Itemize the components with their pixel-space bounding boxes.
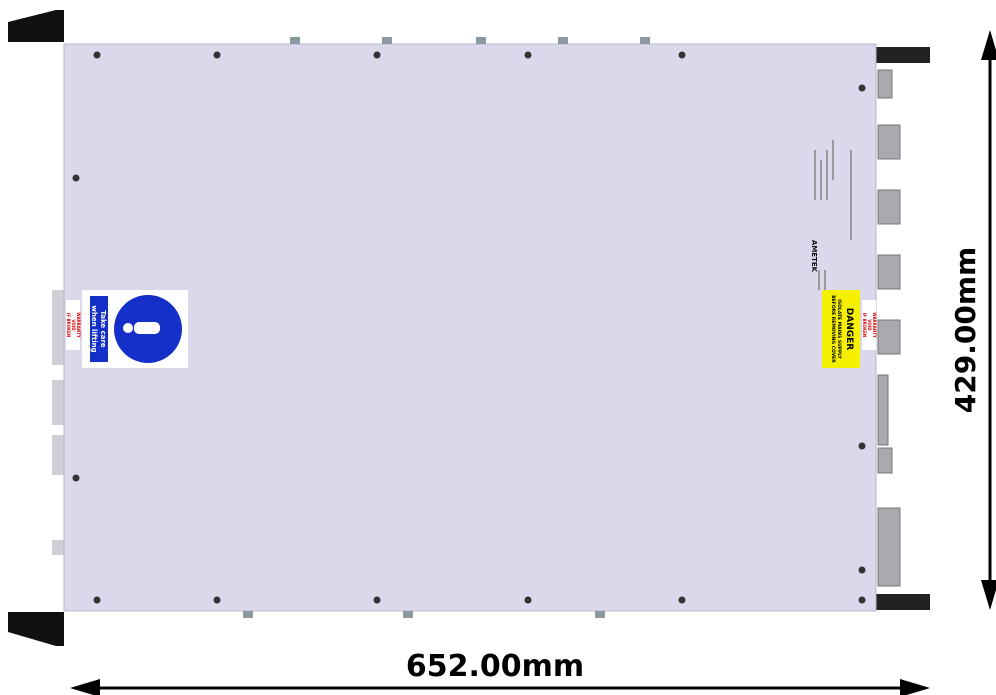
warning-icon-mark bbox=[134, 322, 160, 334]
danger-text: BEFORE REMOVING COVER bbox=[830, 295, 836, 363]
handle bbox=[876, 47, 930, 63]
studs bbox=[243, 37, 650, 618]
lifting-label-band bbox=[90, 296, 108, 362]
warranty-text: IF BROKEN bbox=[862, 313, 867, 337]
arrow-head bbox=[900, 679, 930, 695]
danger-label bbox=[822, 290, 860, 368]
warranty-text: WARRANTY bbox=[76, 312, 81, 338]
side-parts bbox=[52, 290, 64, 555]
height-label: 429.00mm bbox=[949, 247, 982, 413]
arrow-head bbox=[70, 679, 100, 695]
warranty-text: VOID bbox=[71, 319, 76, 331]
lifting-text: Take care bbox=[99, 310, 107, 348]
rating-plate bbox=[814, 140, 852, 290]
danger-text: ISOLATE MAINS SUPPLY bbox=[836, 299, 842, 359]
width-label: 652.00mm bbox=[406, 649, 584, 684]
warning-icon-dot bbox=[123, 323, 133, 333]
warranty-sticker bbox=[66, 300, 80, 350]
brand: AMETEK bbox=[810, 240, 818, 273]
warranty-text: WARRANTY bbox=[872, 312, 877, 338]
cover-panel bbox=[63, 43, 877, 612]
arrow-head bbox=[981, 30, 996, 60]
warranty-text: VOID bbox=[867, 319, 872, 331]
arrow-head bbox=[981, 580, 996, 610]
warranty-sticker bbox=[862, 300, 876, 350]
rack-ear bbox=[8, 10, 64, 42]
handle bbox=[876, 594, 930, 610]
warranty-text: IF BROKEN bbox=[66, 313, 71, 337]
rack-ear bbox=[8, 612, 64, 646]
connectors bbox=[877, 69, 901, 587]
lifting-text: when lifting bbox=[90, 305, 98, 352]
danger-title: DANGER bbox=[844, 308, 854, 351]
screws bbox=[72, 51, 866, 604]
